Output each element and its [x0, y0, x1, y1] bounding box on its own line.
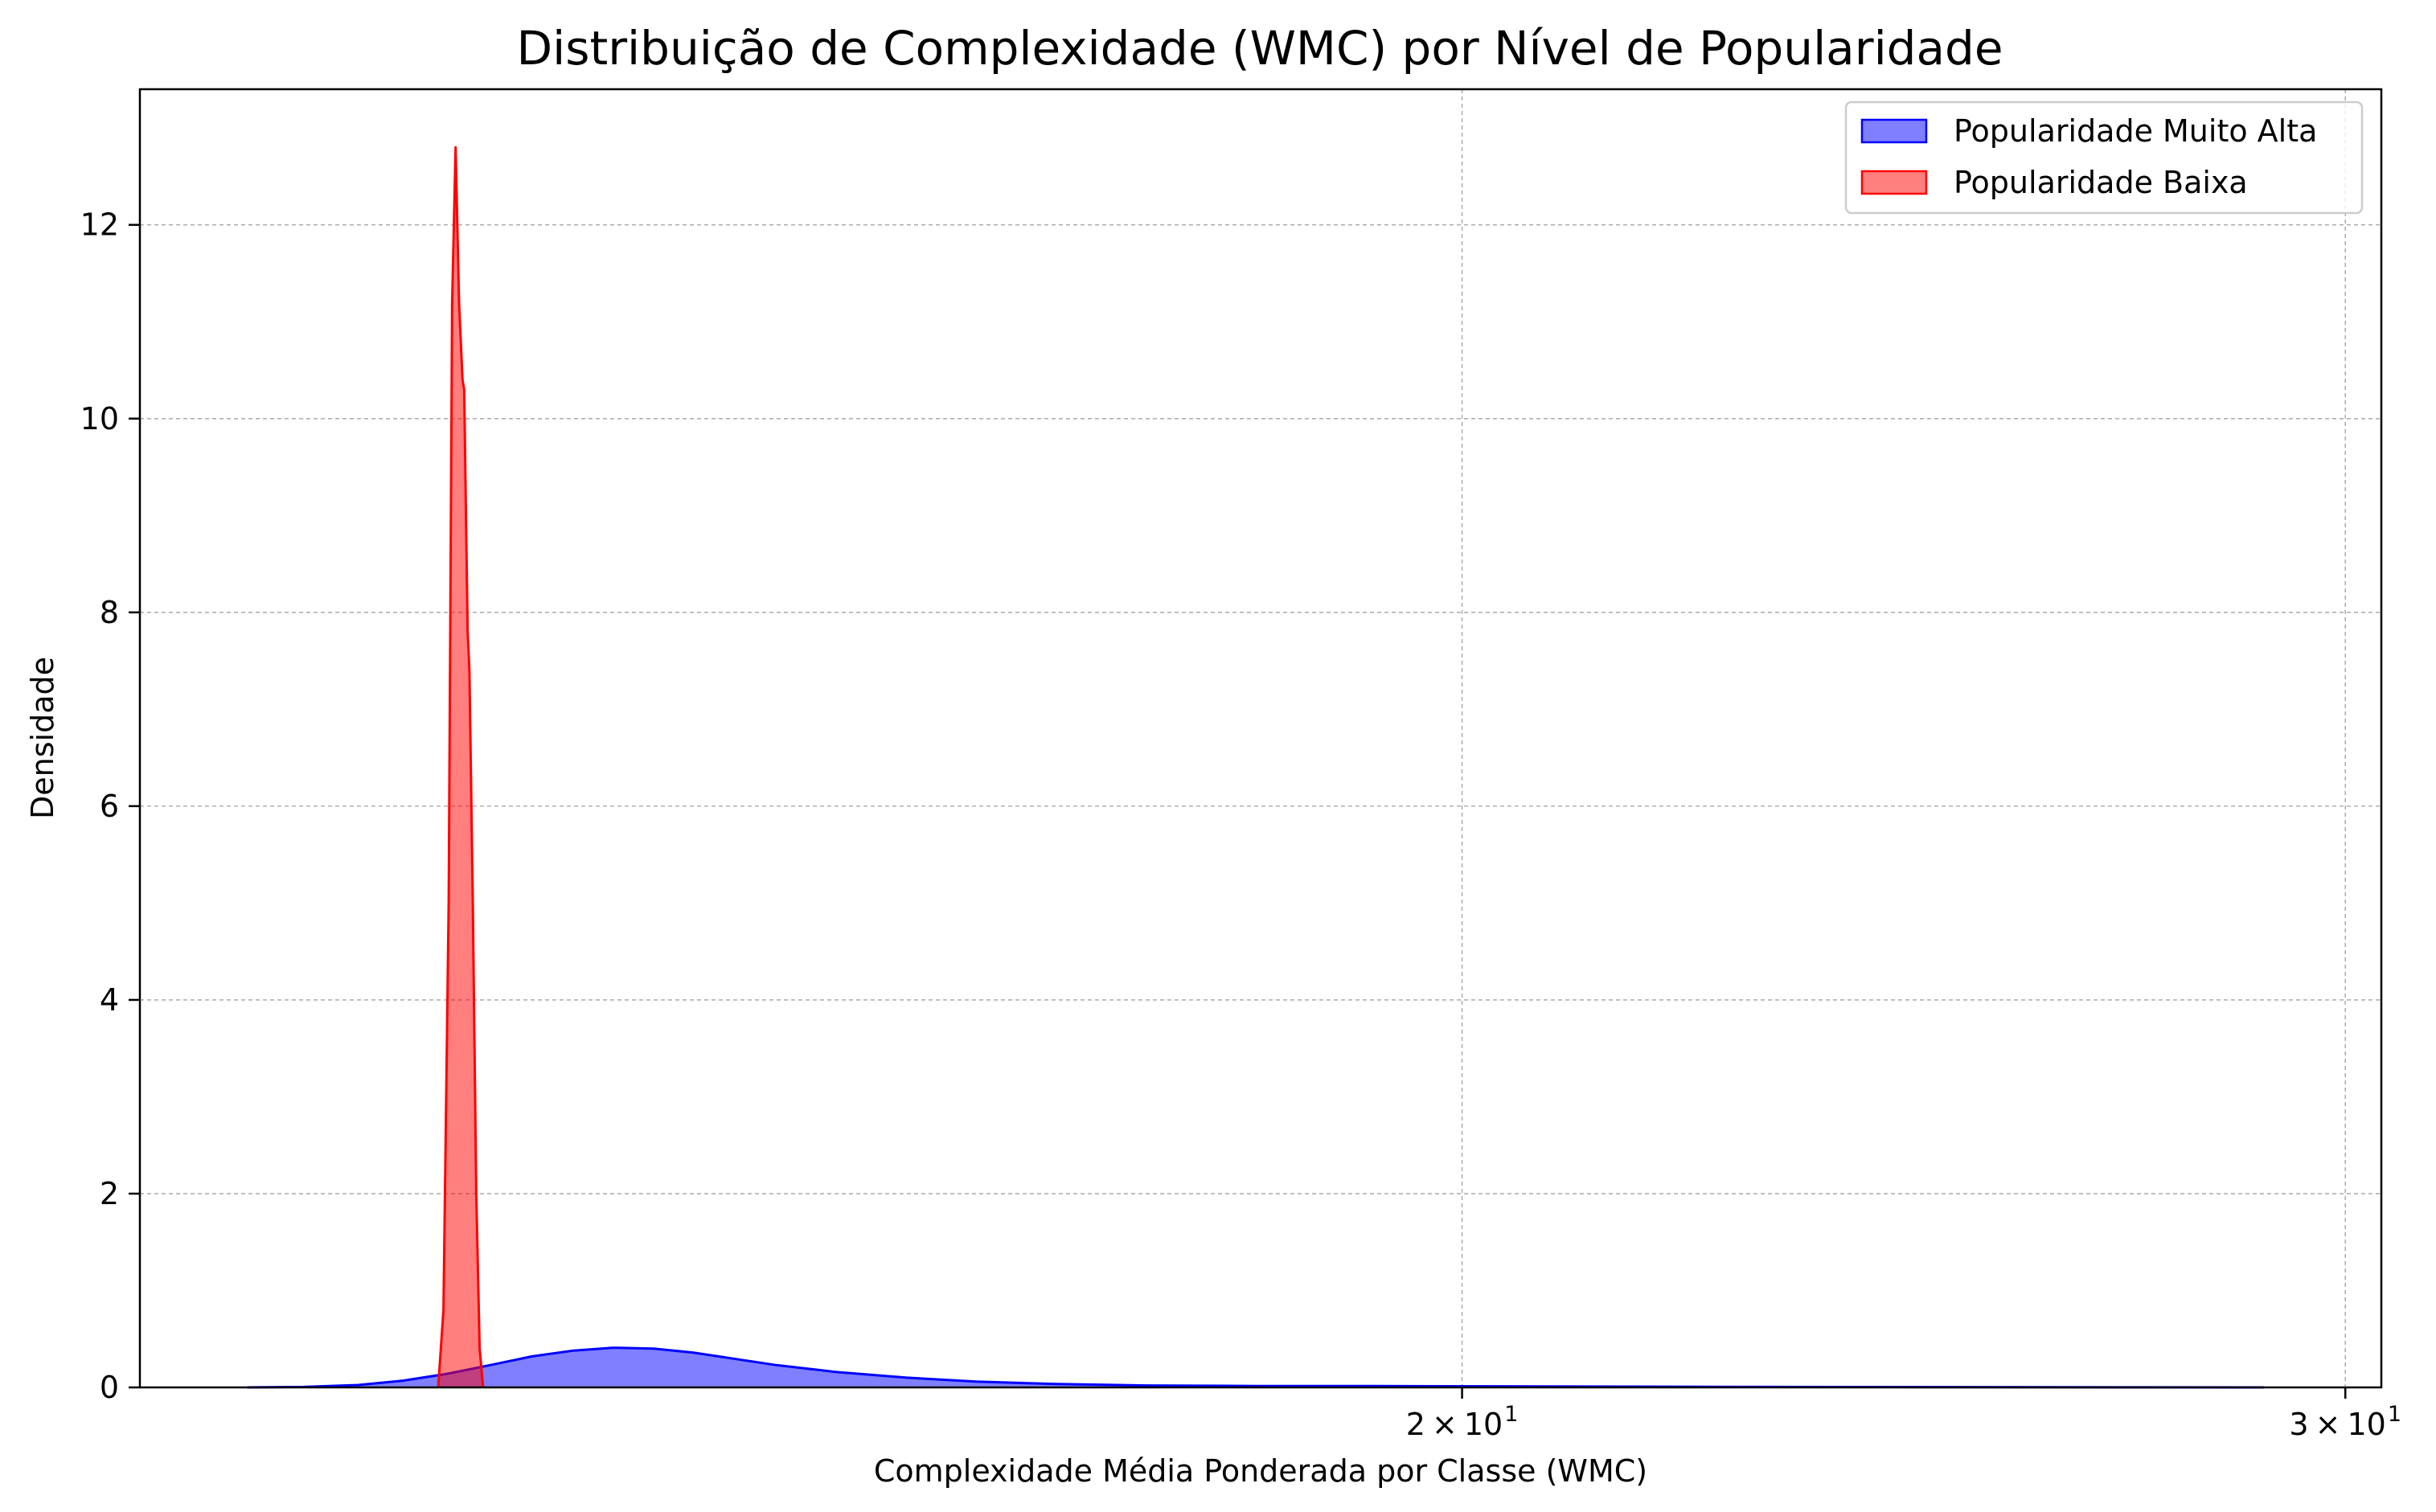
plot-frame — [138, 88, 2383, 1389]
legend-label-baixa: Popularidade Baixa — [1954, 165, 2248, 200]
legend-swatch-baixa — [1860, 170, 1928, 195]
x-axis-label: Complexidade Média Ponderada por Classe … — [874, 1453, 1647, 1489]
legend: Popularidade Muito Alta Popularidade Bai… — [1844, 100, 2364, 215]
x-axis-ticks: 2 × 101 3 × 101 — [1406, 1387, 2401, 1442]
x-tick-base: 10 — [2347, 1407, 2385, 1442]
x-tick-label: 2 × 101 — [1406, 1402, 1519, 1442]
y-axis-ticks: 0 2 4 6 8 10 12 — [80, 207, 140, 1405]
legend-box — [1844, 100, 2364, 215]
x-tick-exponent: 1 — [1504, 1402, 1518, 1427]
x-tick-times: × — [1432, 1407, 1458, 1442]
y-tick-label: 2 — [100, 1176, 119, 1211]
y-tick-label: 0 — [100, 1370, 119, 1405]
x-tick-label: 3 × 101 — [2289, 1402, 2401, 1442]
legend-swatch-muito-alta — [1860, 118, 1928, 144]
series-area-0 — [247, 1347, 2265, 1387]
series-area-1 — [438, 147, 483, 1387]
y-tick-label: 12 — [80, 207, 119, 243]
y-tick-label: 6 — [100, 789, 119, 824]
y-tick-label: 10 — [80, 401, 119, 436]
y-axis-label: Densidade — [25, 657, 60, 819]
y-tick-label: 4 — [100, 982, 119, 1018]
x-tick-exponent: 1 — [2388, 1402, 2401, 1427]
y-tick-label: 8 — [100, 595, 119, 630]
x-tick-coef: 3 — [2289, 1407, 2308, 1442]
x-tick-times: × — [2315, 1407, 2341, 1442]
series-line-1 — [437, 145, 485, 1388]
legend-label-muito-alta: Popularidade Muito Alta — [1954, 113, 2317, 149]
chart-title: Distribuição de Complexidade (WMC) por N… — [516, 21, 2003, 76]
x-tick-base: 10 — [1464, 1407, 1503, 1442]
x-tick-coef: 2 — [1406, 1407, 1425, 1442]
